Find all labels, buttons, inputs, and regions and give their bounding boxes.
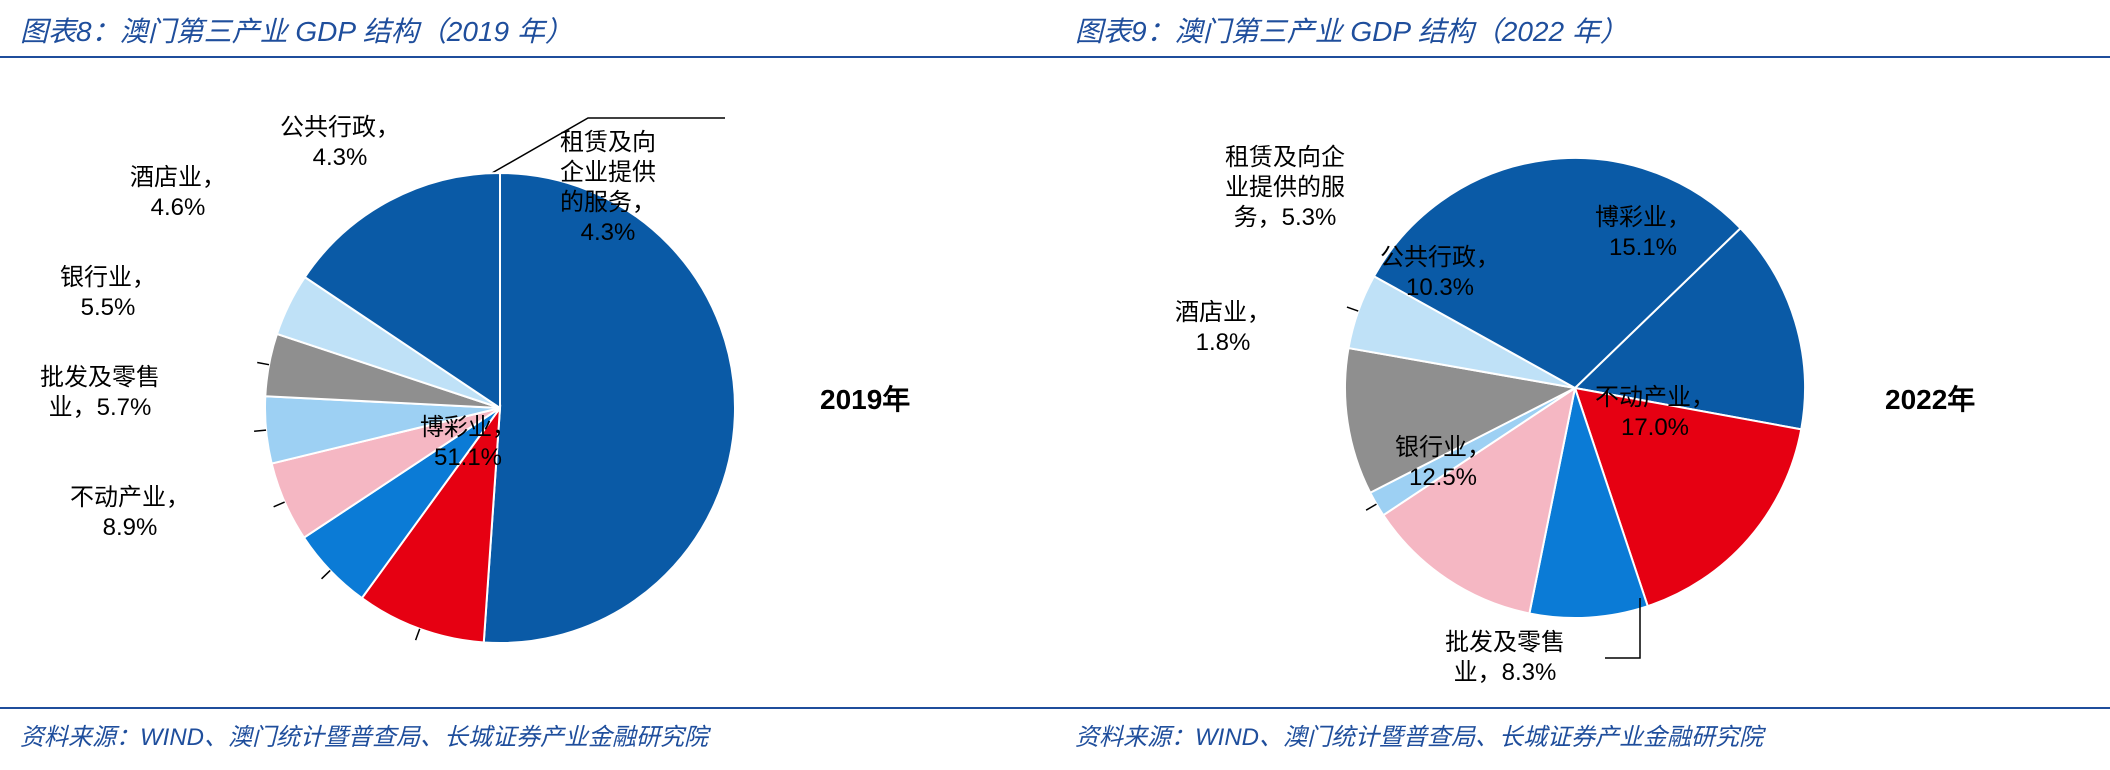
leader-银行业 [274,502,285,507]
slice-label-批发及零售业: 批发及零售 业，5.7% [40,363,160,423]
leader-租赁及向企业提供的服务 [1347,307,1358,311]
slice-label-博彩业: 博彩业， 51.1% [420,413,516,473]
chart-area-2019: 2019年 博彩业， 51.1% 不动产业， 8.9% 批发及零售 业，5.7% 银行… [0,58,1055,718]
slice-label-酒店业: 酒店业， 4.6% [130,163,226,223]
slice-label-银行业: 银行业， 5.5% [60,263,156,323]
slice-label-批发及零售业: 批发及零售 业，8.3% [1445,628,1565,688]
slice-label-公共行政: 公共行政， 10.3% [1380,243,1500,303]
slice-label-租赁及向企业提供的服务: 租赁及向企 业提供的服 务，5.3% [1225,143,1345,233]
leader-批发及零售业 [322,570,331,578]
year-label-2019: 2019年 [820,378,910,418]
slice-label-银行业: 银行业， 12.5% [1395,433,1491,493]
slice-label-酒店业: 酒店业， 1.8% [1175,298,1271,358]
title-text: 澳门第三产业 GDP 结构（2022 年） [1175,16,1628,47]
panel-2022: 图表9：澳门第三产业 GDP 结构（2022 年） 2022年 博彩业， 15.… [1055,0,2110,770]
slice-label-博彩业: 博彩业， 15.1% [1595,203,1691,263]
leader-酒店业 [254,430,266,431]
panel-title-2022: 图表9：澳门第三产业 GDP 结构（2022 年） [1055,0,2110,58]
year-label-2022: 2022年 [1885,378,1975,418]
title-prefix: 图表9： [1075,16,1175,47]
leader-不动产业 [416,629,420,640]
panel-title-2019: 图表8：澳门第三产业 GDP 结构（2019 年） [0,0,1055,58]
chart-area-2022: 2022年 博彩业， 15.1% 不动产业， 17.0% 批发及零售 业，8.3% 银… [1055,58,2110,718]
slice-label-不动产业: 不动产业， 8.9% [70,483,190,543]
panel-2019: 图表8：澳门第三产业 GDP 结构（2019 年） 2019年 博彩业， 51.… [0,0,1055,770]
source-2019: 资料来源：WIND、澳门统计暨普查局、长城证券产业金融研究院 [0,707,1055,752]
leader-酒店业 [1366,504,1376,510]
source-2022: 资料来源：WIND、澳门统计暨普查局、长城证券产业金融研究院 [1055,707,2110,752]
title-prefix: 图表8： [20,16,120,47]
slice-label-不动产业: 不动产业， 17.0% [1595,383,1715,443]
leader-公共行政 [257,362,269,364]
slice-label-公共行政: 公共行政， 4.3% [280,113,400,173]
slice-label-租赁及向企业提供的服务: 租赁及向 企业提供 的服务， 4.3% [560,128,656,248]
title-text: 澳门第三产业 GDP 结构（2019 年） [120,16,573,47]
